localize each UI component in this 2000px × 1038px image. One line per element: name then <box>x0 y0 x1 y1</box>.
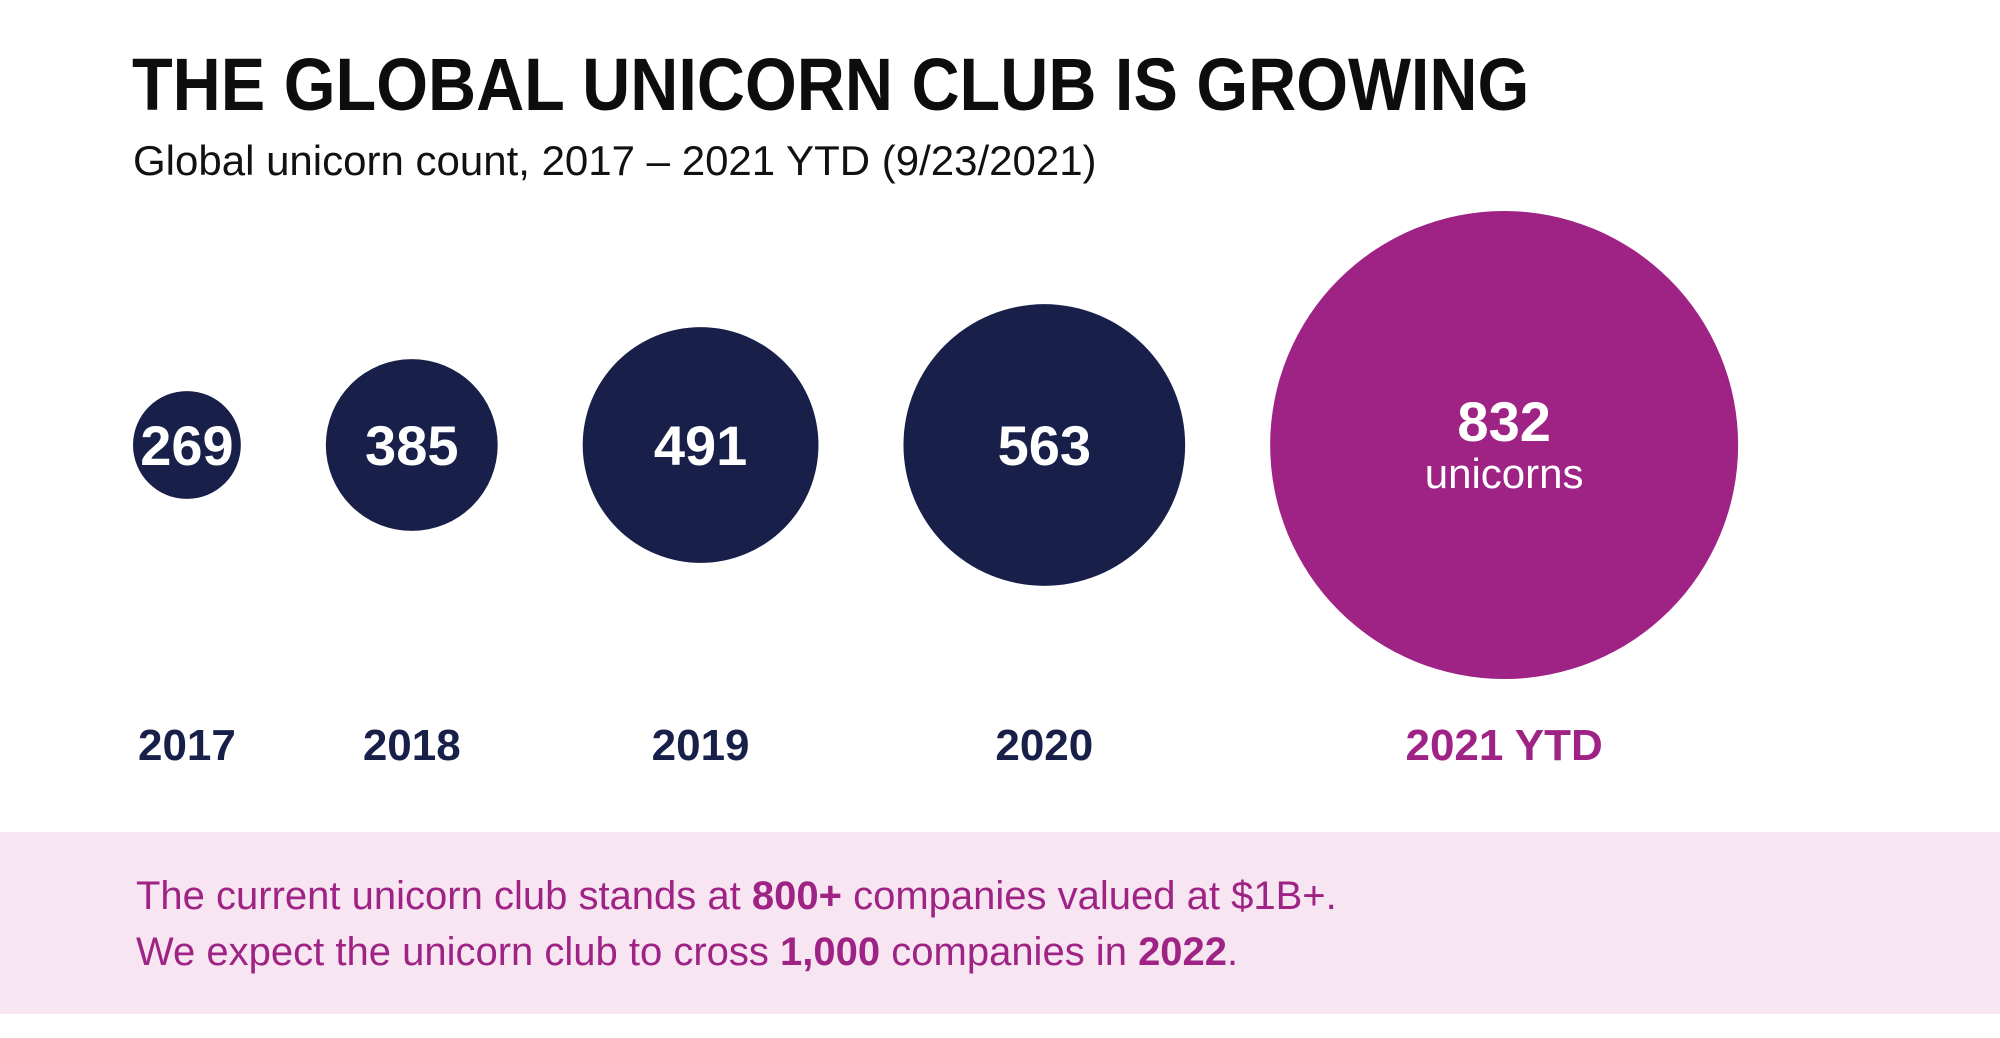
bubble-value-label: 385 <box>365 414 458 477</box>
year-label: 2020 <box>995 721 1093 770</box>
bubble-2019: 491 2019 <box>582 327 819 770</box>
bubble-circle <box>903 304 1186 586</box>
chart-title: THE GLOBAL UNICORN CLUB IS GROWING <box>132 43 1530 126</box>
year-label: 2021 YTD <box>1405 721 1602 770</box>
bubble-value-label: 491 <box>654 414 747 477</box>
callout-text: . <box>1227 930 1239 974</box>
bubble-value-label: 832 <box>1457 390 1550 453</box>
bubble-circle <box>1270 211 1739 679</box>
callout-text: The current unicorn club stands at <box>136 874 752 918</box>
bubble-circle <box>325 359 498 531</box>
callout-line-1: The current unicorn club stands at 800+ … <box>136 876 1337 916</box>
bubble-value-label: 269 <box>140 414 233 477</box>
callout-highlight: 1,000 <box>780 930 881 974</box>
callout-highlight: 2022 <box>1138 930 1228 974</box>
callout-text: We expect the unicorn club to cross <box>136 930 781 974</box>
callout-box <box>0 832 2000 1014</box>
year-label: 2017 <box>138 721 236 770</box>
bubble-circle <box>582 327 819 563</box>
year-label: 2018 <box>363 721 461 770</box>
bubble-2017: 269 2017 <box>133 391 241 770</box>
bubble-2020: 563 2020 <box>903 304 1186 770</box>
year-label: 2019 <box>652 721 750 770</box>
bubble-sub-label: unicorns <box>1425 450 1584 497</box>
callout-highlight: 800+ <box>751 874 842 918</box>
chart-subtitle: Global unicorn count, 2017 – 2021 YTD (9… <box>133 137 1097 184</box>
bubble-value-label: 563 <box>998 414 1091 477</box>
callout-text: companies in <box>880 930 1139 974</box>
bubble-2018: 385 2018 <box>325 359 498 770</box>
bubble-circle <box>133 391 241 499</box>
callout-text: companies valued at $1B+. <box>842 874 1337 918</box>
callout-line-2: We expect the unicorn club to cross 1,00… <box>136 932 1238 972</box>
